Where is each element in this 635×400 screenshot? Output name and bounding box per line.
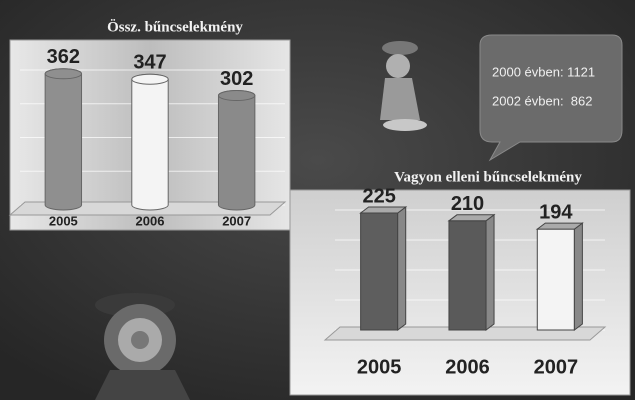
bar	[361, 213, 398, 330]
bar-side	[398, 207, 406, 330]
callout-line: 2000 évben: 1121	[492, 64, 595, 79]
x-tick-label: 2006	[445, 356, 490, 378]
x-tick-label: 2007	[534, 356, 579, 378]
x-tick-label: 2005	[357, 356, 402, 378]
bar	[218, 91, 254, 210]
value-label: 362	[47, 46, 80, 68]
bar-top	[361, 207, 406, 213]
bar-top	[132, 74, 168, 84]
bar-top	[45, 69, 81, 79]
value-label: 347	[133, 51, 166, 73]
bar	[45, 69, 81, 210]
x-tick-label: 2005	[49, 213, 78, 228]
value-label: 225	[362, 185, 395, 207]
callout-line: 2002 évben: 862	[492, 93, 592, 108]
bar	[132, 74, 168, 210]
value-label: 194	[539, 201, 573, 223]
bar	[449, 221, 486, 330]
bar-top	[537, 223, 582, 229]
chart-title: Vagyon elleni bűncselekmény	[394, 169, 582, 185]
bar	[537, 229, 574, 330]
bar-top	[218, 91, 254, 101]
bar-top	[449, 215, 494, 221]
bar-side	[574, 223, 582, 330]
x-tick-label: 2006	[136, 213, 165, 228]
value-label: 302	[220, 68, 253, 90]
chart-title: Össz. bűncselekmény	[107, 18, 243, 35]
bar-side	[486, 215, 494, 330]
value-label: 210	[451, 193, 484, 215]
slide: 2000 évben: 1121 2002 évben: 862 Össz. b…	[0, 0, 635, 400]
x-tick-label: 2007	[222, 213, 251, 228]
